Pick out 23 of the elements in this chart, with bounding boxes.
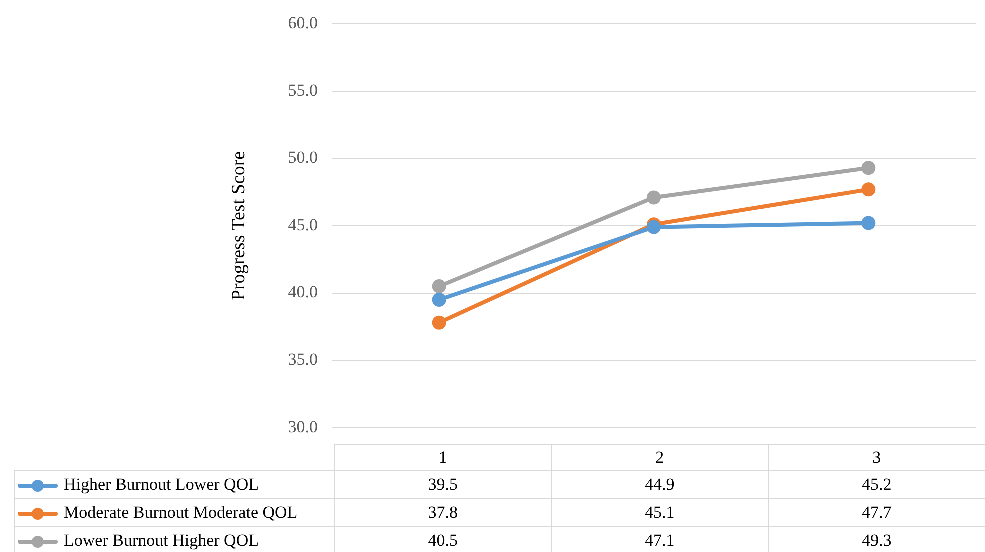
x-tick-label: 1 [334,444,552,470]
data-label: 39.5 [334,470,552,498]
data-label: 47.1 [552,526,768,552]
data-label: 37.8 [334,498,552,526]
y-tick-label: 45.0 [288,215,318,234]
y-tick-label: 60.0 [288,14,318,33]
x-tick-label: 3 [768,444,985,470]
data-label: 47.7 [768,498,985,526]
y-tick-label: 50.0 [288,148,318,168]
legend-label: Higher Burnout Lower QOL [64,474,259,494]
y-axis-title: Progress Test Score [228,151,250,301]
data-label: 45.2 [768,470,985,498]
data-label: 40.5 [334,526,552,552]
data-label: 44.9 [552,470,768,498]
legend-label: Lower Burnout Higher QOL [64,530,259,550]
legend-label: Moderate Burnout Moderate QOL [64,502,298,522]
data-label: 45.1 [552,498,768,526]
y-tick-label: 55.0 [288,80,318,100]
y-tick-label: 35.0 [288,350,318,369]
y-tick-label: 40.0 [288,282,318,302]
y-tick-label: 30.0 [288,417,318,436]
x-tick-label: 2 [552,444,768,470]
data-label: 49.3 [768,526,985,552]
